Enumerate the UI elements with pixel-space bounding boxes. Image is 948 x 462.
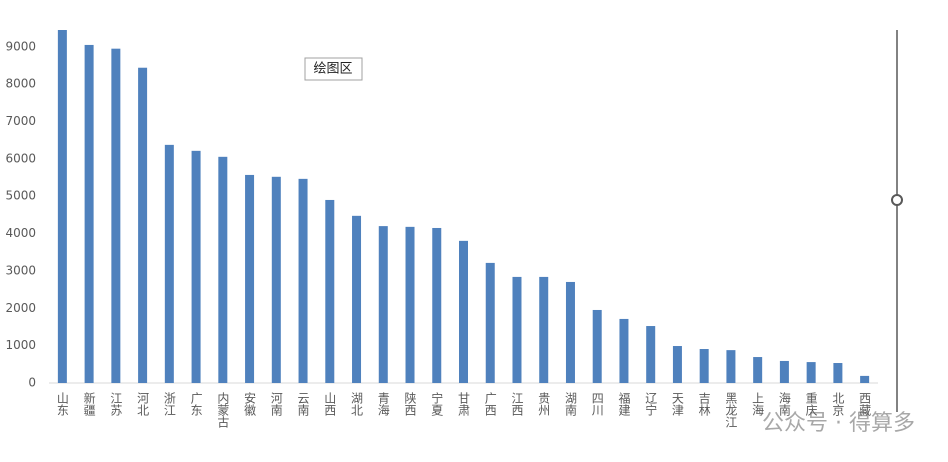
x-tick-label: 湖北 [350, 391, 364, 417]
y-tick-label: 9000 [5, 39, 36, 53]
y-tick-label: 2000 [5, 301, 36, 315]
bar [860, 375, 870, 383]
bar [298, 178, 308, 383]
watermark: 公众号 · 得算多 [762, 411, 915, 436]
x-tick-label: 山西 [323, 392, 337, 416]
bar [806, 362, 816, 383]
x-tick-label: 重庆 [804, 392, 818, 416]
bar [325, 199, 335, 383]
bar [378, 226, 388, 383]
bar [619, 318, 629, 383]
tooltip-box [304, 57, 363, 81]
x-tick-label: 江西 [510, 392, 524, 416]
bar [271, 176, 281, 383]
x-tick-label: 宁夏 [430, 391, 444, 416]
x-tick-label: 贵州 [537, 392, 551, 416]
bar [539, 276, 549, 383]
bar [646, 326, 656, 383]
x-tick-label: 福建 [617, 391, 631, 417]
x-tick-label: 江苏 [109, 392, 123, 416]
x-tick-label: 上海 [751, 392, 765, 416]
bar [672, 346, 682, 383]
y-tick-label: 6000 [5, 151, 36, 165]
y-tick-label: 7000 [5, 114, 36, 128]
resize-handle[interactable] [891, 194, 903, 206]
bar [592, 309, 602, 383]
x-tick-label: 浙江 [162, 392, 176, 416]
bar [833, 363, 843, 383]
y-tick-label: 0 [28, 376, 36, 390]
bar [245, 174, 255, 383]
bar [512, 276, 522, 383]
bar [57, 30, 67, 383]
x-tick-label: 山东 [55, 392, 69, 416]
y-tick-label: 1000 [5, 338, 36, 352]
bar [352, 215, 362, 383]
x-tick-label: 广东 [189, 392, 203, 416]
x-tick-label: 云南 [296, 392, 310, 416]
x-tick-label: 湖南 [563, 391, 577, 416]
x-tick-label: 海南 [777, 391, 791, 416]
x-tick-label: 新疆 [82, 391, 96, 416]
y-tick-label: 3000 [5, 263, 36, 277]
y-tick-label: 5000 [5, 189, 36, 203]
x-tick-label: 河南 [269, 392, 283, 416]
x-tick-label: 辽宁 [644, 392, 658, 416]
x-tick-label: 西藏 [858, 392, 872, 417]
tooltip: 绘图区 [313, 62, 352, 77]
x-tick-label: 河北 [136, 392, 150, 417]
y-tick-label: 4000 [5, 226, 36, 240]
y-tick-label: 8000 [5, 77, 36, 91]
bar [191, 150, 201, 383]
bar [485, 262, 495, 383]
bar [218, 156, 228, 383]
x-tick-label: 北京 [831, 392, 845, 417]
bar [779, 360, 789, 383]
bar [753, 357, 763, 383]
bar [138, 67, 148, 384]
x-tick-label: 内蒙古 [216, 392, 230, 428]
bar [405, 226, 415, 383]
x-tick-label: 黑龙江 [724, 392, 738, 428]
bar [164, 144, 174, 383]
bar [459, 240, 468, 383]
x-tick-label: 广西 [483, 392, 497, 416]
bar [726, 350, 736, 383]
x-tick-label: 陕西 [403, 391, 417, 416]
x-tick-label: 天津 [670, 392, 684, 416]
bar [84, 44, 94, 383]
bar [699, 349, 709, 383]
x-tick-label: 青海 [376, 392, 390, 416]
x-tick-label: 安徽 [243, 391, 257, 416]
x-tick-label: 甘肃 [457, 392, 471, 417]
bar [565, 281, 575, 383]
bar [432, 227, 442, 383]
x-tick-label: 吉林 [697, 392, 711, 416]
x-tick-label: 四川 [590, 392, 604, 416]
bar [111, 48, 121, 384]
